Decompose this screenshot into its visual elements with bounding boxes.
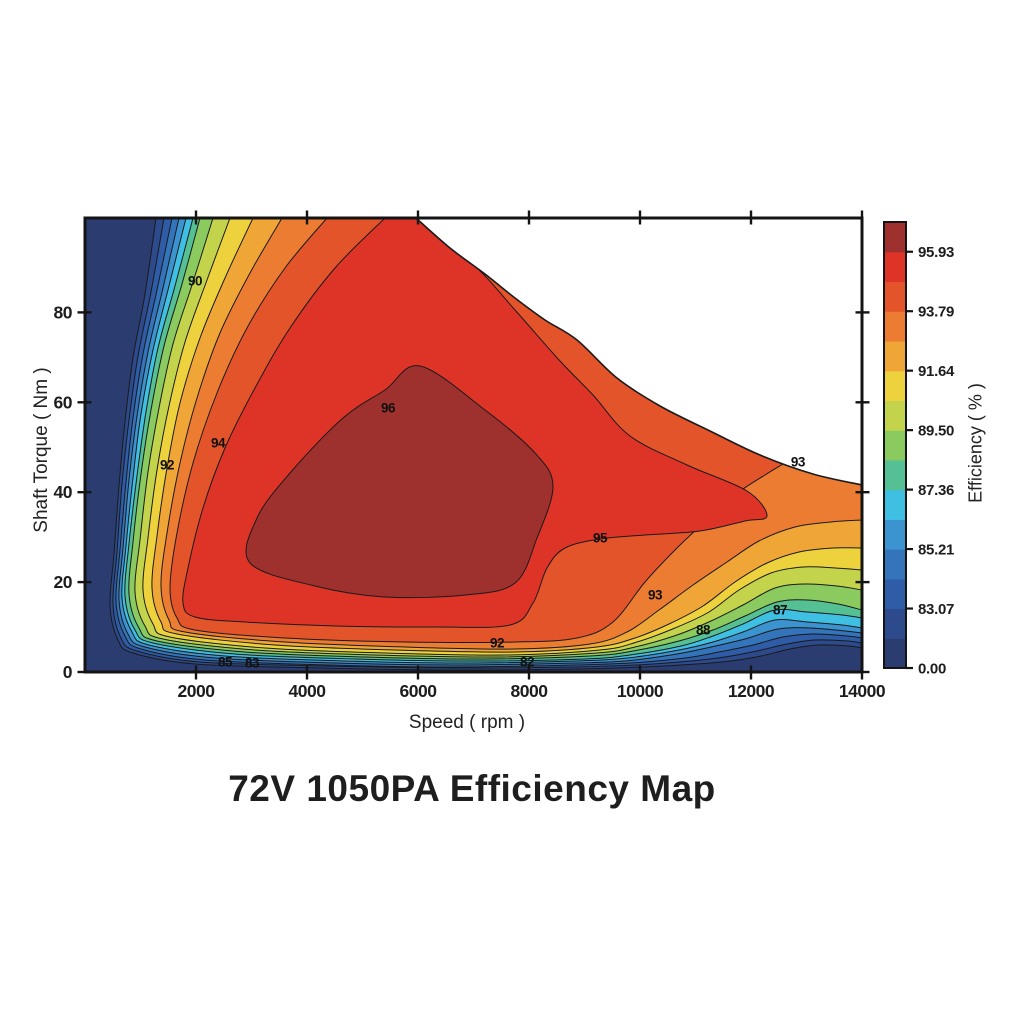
contour-label: 85 bbox=[218, 655, 233, 670]
y-tick-label: 20 bbox=[54, 572, 73, 592]
colorbar-frame bbox=[883, 221, 907, 669]
colorbar-band bbox=[884, 519, 906, 550]
colorbar-band bbox=[884, 549, 906, 580]
x-tick-label: 14000 bbox=[839, 681, 886, 701]
contour-label: 95 bbox=[593, 531, 608, 546]
plot-frame bbox=[83, 216, 864, 674]
colorbar-band bbox=[884, 578, 906, 610]
x-tick-label: 2000 bbox=[178, 681, 216, 701]
colorbar-band bbox=[884, 281, 906, 312]
colorbar-tick-label: 95.93 bbox=[918, 244, 954, 261]
contour-label: 94 bbox=[211, 436, 226, 451]
colorbar-tick-label: 87.36 bbox=[918, 482, 954, 499]
contour-band-95.93 bbox=[245, 365, 554, 599]
chart-title: 72V 1050PA Efficiency Map bbox=[228, 768, 716, 809]
contour-label-layer: 90 92 94 96 95 93 93 92 88 87 82 85 83 bbox=[160, 273, 806, 670]
x-tick-label: 10000 bbox=[617, 681, 664, 701]
colorbar-tick-label: 89.50 bbox=[918, 423, 954, 440]
contour-label: 87 bbox=[773, 602, 787, 617]
contour-label: 88 bbox=[696, 623, 711, 638]
y-tick-label: 0 bbox=[63, 662, 73, 682]
x-tick-label: 4000 bbox=[289, 681, 327, 701]
colorbar: 95.93 93.79 91.64 89.50 87.36 85.21 83.07 0.00 bbox=[883, 221, 955, 678]
colorbar-tick-label: 83.07 bbox=[918, 601, 954, 618]
x-tick-label: 8000 bbox=[511, 681, 549, 701]
max-torque-envelope-line bbox=[415, 218, 862, 486]
colorbar-band bbox=[884, 459, 906, 491]
x-axis-label: Speed ( rpm ) bbox=[408, 712, 526, 733]
contour-label: 92 bbox=[490, 635, 504, 650]
colorbar-band bbox=[884, 370, 906, 401]
colorbar-tick-label: 0.00 bbox=[918, 661, 946, 678]
colorbar-band bbox=[884, 251, 906, 283]
colorbar-tick-label: 85.21 bbox=[918, 542, 954, 559]
colorbar-band bbox=[884, 311, 906, 342]
colorbar-band bbox=[884, 340, 906, 372]
contour-label: 93 bbox=[791, 455, 806, 470]
colorbar-tick-label: 91.64 bbox=[918, 363, 955, 380]
y-axis-label: Shaft Torque ( Nm ) bbox=[31, 367, 52, 533]
contour-label: 93 bbox=[648, 588, 663, 603]
contour-label: 82 bbox=[520, 655, 534, 670]
contour-label: 83 bbox=[245, 656, 260, 671]
colorbar-band bbox=[884, 638, 906, 669]
colorbar-label: Efficiency ( % ) bbox=[965, 383, 986, 503]
colorbar-band bbox=[884, 608, 906, 639]
y-tick-label: 40 bbox=[54, 482, 73, 502]
axis-ticks bbox=[77, 210, 870, 680]
colorbar-band bbox=[884, 489, 906, 520]
y-tick-label: 60 bbox=[54, 392, 73, 412]
contour-label: 96 bbox=[381, 401, 396, 416]
colorbar-band bbox=[884, 400, 906, 431]
no-data-region-layer bbox=[415, 218, 862, 486]
axis-tick-labels: 2000 4000 6000 8000 10000 12000 14000 0 20 40 60 80 bbox=[54, 302, 887, 701]
x-tick-label: 6000 bbox=[400, 681, 438, 701]
colorbar-band bbox=[884, 430, 906, 461]
no-data-white-region bbox=[416, 218, 862, 485]
contour-label: 90 bbox=[188, 273, 202, 288]
y-tick-label: 80 bbox=[54, 302, 73, 322]
x-tick-label: 12000 bbox=[728, 681, 775, 701]
colorbar-tick-label: 93.79 bbox=[918, 304, 954, 321]
colorbar-band bbox=[884, 222, 906, 253]
contour-label: 92 bbox=[160, 458, 174, 473]
